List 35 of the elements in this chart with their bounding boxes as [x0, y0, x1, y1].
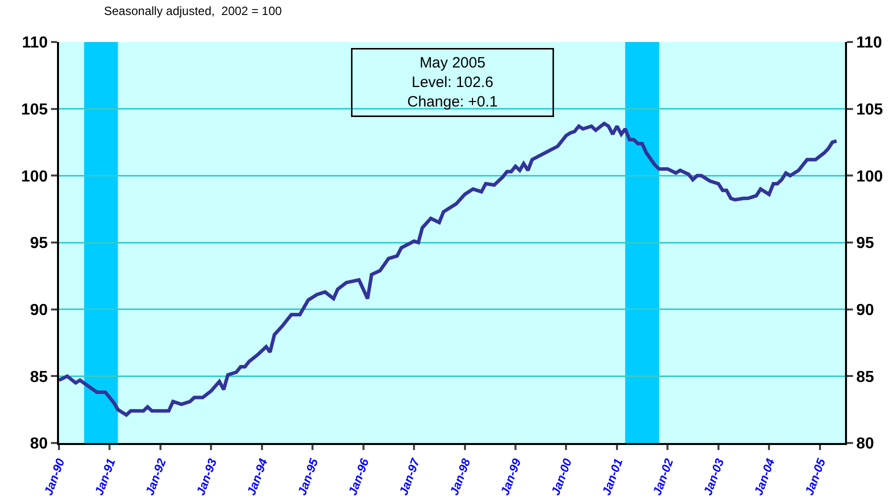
x-tick-label: Jan-01	[599, 456, 626, 498]
y2-tick-label: 80	[856, 436, 874, 453]
y-tick-label: 110	[22, 34, 48, 52]
y2-tick-label: 95	[856, 235, 874, 252]
x-tick-label: Jan-94	[244, 456, 270, 498]
x-tick-label: Jan-04	[751, 456, 778, 498]
x-tick-label: Jan-00	[548, 456, 575, 498]
y2-tick-label: 85	[856, 368, 874, 386]
chart-subtitle: Seasonally adjusted, 2002 = 100	[104, 4, 282, 18]
line-series	[59, 122, 838, 417]
y-tick-label: 105	[21, 101, 48, 118]
x-tick-label: Jan-95	[294, 456, 322, 498]
y2-tick-label: 100	[856, 168, 883, 186]
x-tick-label: Jan-98	[447, 456, 474, 498]
x-tick-label: Jan-93	[193, 456, 220, 498]
y-tick-label: 95	[30, 235, 48, 252]
y-tick-label: 80	[30, 436, 48, 453]
x-tick-label: Jan-91	[92, 456, 118, 498]
annotation: Level: 102.6	[412, 74, 494, 91]
x-tick-label: Jan-99	[498, 456, 524, 498]
x-tick-label: Jan-03	[700, 456, 727, 498]
y-tick-label: 85	[30, 368, 48, 386]
annotation: May 2005	[420, 54, 486, 72]
y-tick-label: 100	[21, 168, 48, 186]
y2-tick-label: 90	[856, 302, 874, 319]
x-tick-label: Jan-05	[802, 456, 828, 498]
annotation: Change: +0.1	[407, 94, 498, 110]
x-tick-label: Jan-97	[396, 455, 423, 498]
x-tick-label: Jan-02	[650, 456, 676, 498]
y2-tick-label: 105	[856, 101, 883, 118]
y2-tick-label: 110	[856, 34, 882, 52]
y-tick-label: 90	[30, 302, 48, 319]
x-tick-label: Jan-90	[41, 456, 68, 498]
x-tick-label: Jan-92	[142, 456, 169, 498]
x-tick-label: Jan-96	[346, 456, 372, 498]
